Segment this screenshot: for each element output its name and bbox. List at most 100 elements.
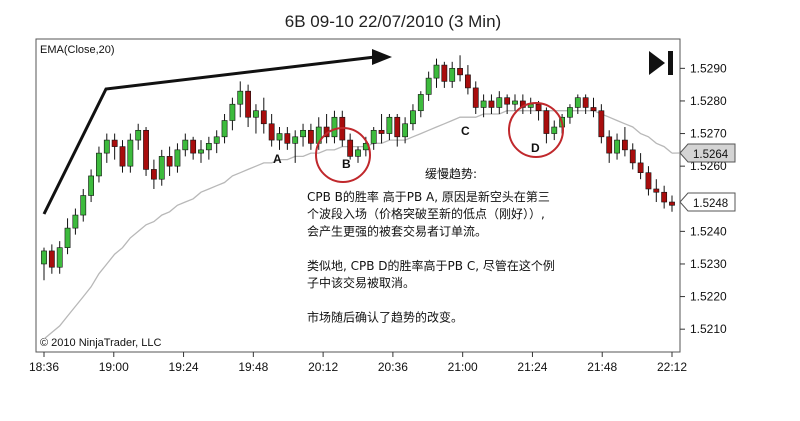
candle — [472, 81, 479, 114]
candle — [386, 113, 393, 141]
label-c: C — [461, 124, 470, 138]
candle — [402, 117, 408, 144]
candle-body — [300, 129, 306, 138]
x-tick-label: 19:48 — [238, 360, 268, 374]
note-line: 类似地, CPB D的胜率高于PB C, 尽管在这个例 — [307, 258, 555, 273]
candle-body — [535, 103, 542, 112]
candle-body — [512, 100, 518, 105]
note-line: 子中该交易被取消。 — [307, 275, 415, 290]
candle — [88, 169, 94, 203]
note-line: 个波段入场（价格突破至新的低点（刚好））, — [307, 206, 545, 221]
candle — [307, 123, 314, 150]
candle-body — [111, 139, 118, 147]
candle — [496, 91, 503, 114]
x-tick-label: 19:24 — [169, 360, 199, 374]
candle — [433, 58, 440, 88]
candle-body — [158, 156, 165, 180]
candle-body — [119, 146, 126, 167]
candle — [221, 113, 228, 144]
candle-body — [190, 139, 197, 154]
y-tick-label: 1.5290 — [690, 61, 727, 75]
candle-body — [88, 175, 94, 196]
plot-frame — [35, 38, 681, 353]
circle-d — [508, 102, 564, 158]
candle — [449, 61, 456, 88]
candle-body — [245, 90, 251, 118]
candle — [480, 94, 487, 118]
candle-body — [96, 152, 102, 177]
candle-body — [378, 129, 385, 134]
candle — [551, 120, 558, 141]
candle — [629, 143, 636, 170]
candle — [410, 104, 416, 131]
x-tick-label: 21:00 — [448, 360, 478, 374]
x-tick-label: 21:48 — [587, 360, 617, 374]
candle — [143, 127, 149, 176]
candle-body — [237, 90, 244, 105]
candle-body — [574, 97, 581, 108]
y-tick-label: 1.5220 — [690, 290, 727, 304]
candle — [535, 100, 542, 121]
candle-body — [669, 201, 675, 206]
candle — [614, 133, 620, 160]
last-price-badge — [679, 192, 736, 212]
candle — [669, 195, 675, 212]
candle — [457, 55, 463, 82]
y-tick-label: 1.5230 — [690, 257, 727, 271]
y-tick-label: 1.5240 — [690, 224, 727, 238]
x-tick-label: 22:12 — [657, 360, 687, 374]
y-tick-label: 1.5280 — [690, 94, 727, 108]
candle — [590, 97, 597, 118]
candle-body — [174, 149, 181, 167]
candle-body — [276, 133, 283, 141]
candle-body — [480, 100, 487, 108]
note-line: 会产生更强的被套交易者订单流。 — [307, 223, 487, 238]
candle — [213, 130, 220, 154]
x-tick-label: 21:24 — [517, 360, 547, 374]
candle — [488, 94, 495, 114]
candle — [567, 104, 573, 124]
candle — [253, 104, 259, 134]
candle — [441, 61, 448, 88]
step-forward-icon[interactable] — [649, 51, 665, 75]
candle-body — [496, 97, 503, 108]
candle-body — [331, 116, 338, 138]
candle — [582, 94, 589, 114]
candle-body — [72, 214, 79, 229]
candle-body — [284, 133, 291, 144]
candle — [166, 146, 173, 176]
candle-body — [221, 120, 228, 138]
candle-body — [370, 129, 377, 144]
candle — [574, 94, 581, 114]
candle — [182, 133, 189, 157]
candle — [245, 84, 251, 128]
candle — [276, 127, 283, 150]
candle — [96, 146, 102, 183]
candle-body — [551, 126, 558, 134]
candle-body — [143, 129, 149, 170]
candle-body — [449, 68, 456, 82]
candle — [72, 208, 79, 235]
candle — [237, 81, 244, 118]
candle — [512, 94, 518, 111]
candle — [48, 244, 55, 274]
candle-body — [464, 74, 471, 89]
candle-body — [433, 64, 440, 79]
candle — [56, 241, 63, 274]
label-a: A — [273, 152, 282, 166]
candle-body — [457, 68, 463, 76]
candle-body — [48, 250, 55, 268]
circle-b — [315, 127, 371, 183]
copyright-text: © 2010 NinjaTrader, LLC — [40, 337, 161, 349]
candle-body — [543, 110, 550, 134]
candle-body — [127, 139, 134, 167]
candle — [637, 153, 644, 180]
candle — [661, 185, 668, 209]
candle-body — [213, 136, 220, 144]
candle — [151, 159, 157, 189]
candle-body — [582, 97, 589, 108]
x-tick-label: 20:36 — [378, 360, 408, 374]
x-tick-label: 18:36 — [29, 360, 59, 374]
candle-body — [504, 97, 511, 105]
